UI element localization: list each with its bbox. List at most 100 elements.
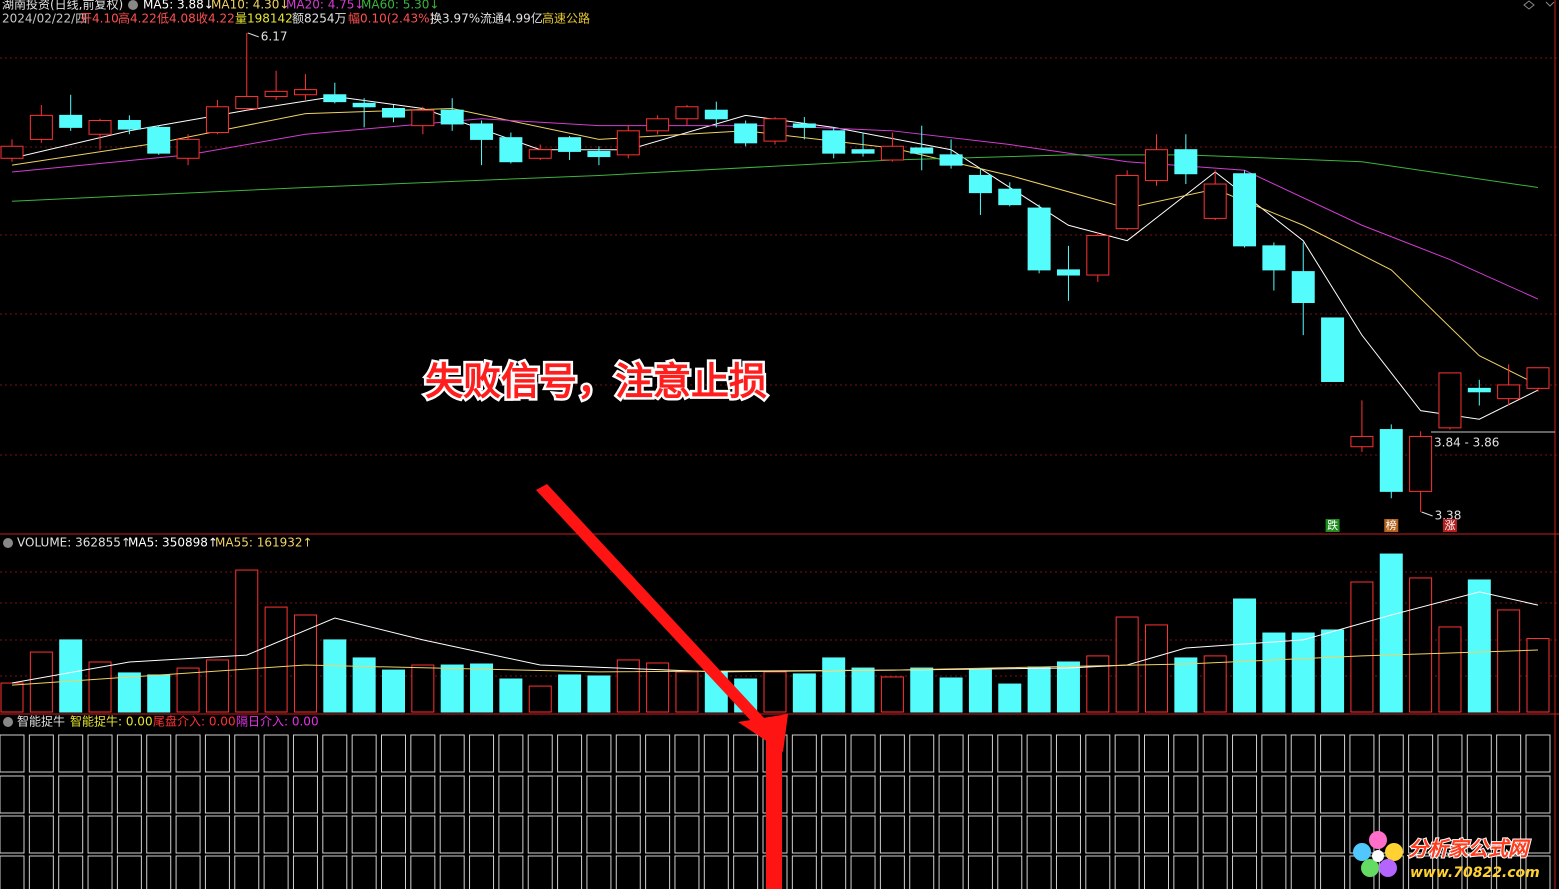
candle-body [293,89,317,96]
stock-title: 湖南投资(日线,前复权) [2,0,123,12]
indicator-box [351,775,377,814]
volume-bar [352,657,376,713]
indicator-box [1026,855,1052,889]
indicator-box [234,775,260,814]
indicator-box [1466,775,1492,814]
candle-body [792,123,816,128]
indicator-box [586,815,612,854]
volume-bar [264,606,288,713]
indicator-box [586,855,612,889]
annotation-pointer [247,32,259,38]
indicator-box [703,855,729,889]
indicator-box [116,815,142,854]
indicator-box [498,775,524,814]
indicator-box [1290,855,1316,889]
indicator-box [967,734,993,773]
indicator-box [703,775,729,814]
logo-center [1372,850,1384,862]
indicator-box [997,855,1023,889]
indicator-box [1408,855,1434,889]
signal-badge [1384,519,1399,532]
volume-bar [792,673,816,713]
quote-turnover: 换3.97% [430,12,480,26]
indicator-box [645,775,671,814]
candle-body [998,188,1022,206]
volume-bar [1379,553,1403,713]
volume-bar [1145,624,1168,713]
legend-entry: MA60: 5.30↓ [361,0,439,12]
indicator-box [938,775,964,814]
indicator-box [909,815,935,854]
indicator-box [116,775,142,814]
candle-body [59,114,83,128]
indicator-box [1232,775,1258,814]
candle-body [29,114,53,140]
indicator-box [1114,855,1140,889]
indicator-box [1496,815,1522,854]
candle-body [646,118,670,132]
candle-body [851,149,875,154]
indicator-box [938,855,964,889]
indicator-box [674,855,700,889]
indicator-box [263,855,289,889]
indicator-box [1378,734,1404,773]
indicator-box [1466,855,1492,889]
candle-body [323,94,347,103]
indicator-box [791,734,817,773]
indicator-box [1437,775,1463,814]
quote-change: 幅0.10(2.43%) [348,11,434,26]
legend-entry: MA10: 4.30↓ [211,0,289,12]
candle-body [939,154,963,166]
indicator-box [410,815,436,854]
indicator-legend: 智能捉牛: 0.00 [70,714,153,729]
candle-body [675,106,699,120]
indicator-box [322,734,348,773]
indicator-box [1525,855,1551,889]
candle-body [1262,245,1286,271]
quote-amount: 额8254万 [292,12,347,26]
indicator-box [263,815,289,854]
indicator-box [1496,734,1522,773]
watermark-name: 分析家公式网 [1408,837,1531,861]
indicator-box [1261,775,1287,814]
indicator-box [1026,734,1052,773]
logo-petal [1369,831,1387,849]
indicator-box [645,734,671,773]
indicator-box [1144,775,1169,814]
volume-bar [851,667,875,713]
indicator-box [527,775,553,814]
volume-bar [1262,632,1286,713]
indicator-box [498,734,524,773]
indicator-box [469,734,495,773]
indicator-box [821,815,847,854]
volume-bar [763,671,787,713]
indicator-box [557,815,583,854]
indicator-box [586,734,612,773]
indicator-box [1173,855,1199,889]
volume-bar [968,669,992,713]
indicator-box [645,855,671,889]
indicator-box [175,855,201,889]
indicator-box [410,855,436,889]
volume-bar [1086,655,1110,713]
indicator-box [938,815,964,854]
candle-body [1291,271,1315,304]
indicator-box [146,815,172,854]
indicator-box [263,775,289,814]
indicator-box [1320,734,1346,773]
candle-body [704,109,728,120]
indicator-box [1320,815,1346,854]
volume-bar [323,639,347,713]
indicator-box [292,734,318,773]
indicator-box [1437,855,1463,889]
indicator-box [1202,775,1228,814]
volume-bar [1350,581,1374,713]
candle-body [1174,149,1198,175]
signal-label: 榜 [1386,518,1397,532]
indicator-box [28,815,54,854]
indicator-box [909,855,935,889]
volume-bar [59,639,83,713]
indicator-box [0,734,25,773]
indicator-box [879,734,905,773]
